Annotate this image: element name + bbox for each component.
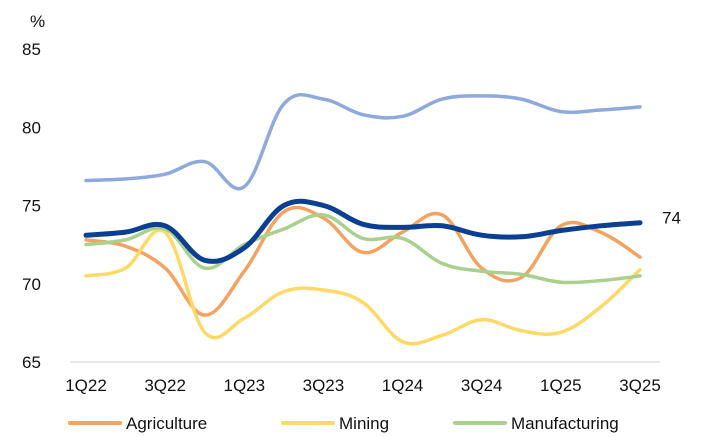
end-value-label: 74	[662, 209, 681, 228]
x-tick-label: 3Q25	[619, 376, 661, 395]
series-dark-blue-line	[83, 198, 643, 264]
y-axis-ticks: 65 70 75 80 85	[22, 40, 41, 372]
legend: Agriculture Mining Manufacturing	[68, 414, 619, 433]
x-tick-label: 3Q24	[461, 376, 503, 395]
x-tick-label: 1Q22	[65, 376, 107, 395]
x-tick-label: 1Q25	[540, 376, 582, 395]
y-tick-label: 80	[22, 118, 41, 137]
series-light-blue-line	[84, 93, 642, 191]
series-layer	[83, 93, 643, 346]
y-tick-label: 75	[22, 197, 41, 216]
x-tick-label: 3Q22	[144, 376, 186, 395]
y-axis-unit-label: %	[30, 12, 45, 31]
series-mining-line	[84, 228, 642, 346]
legend-label: Mining	[339, 414, 389, 433]
x-tick-label: 1Q24	[382, 376, 424, 395]
legend-label: Agriculture	[126, 414, 207, 433]
x-axis-ticks: 1Q22 3Q22 1Q23 3Q23 1Q24 3Q24 1Q25 3Q25	[65, 376, 661, 395]
annotation-layer: 74	[662, 209, 681, 228]
x-tick-label: 1Q23	[223, 376, 265, 395]
x-tick-label: 3Q23	[303, 376, 345, 395]
legend-label: Manufacturing	[511, 414, 619, 433]
y-tick-label: 70	[22, 275, 41, 294]
series-agriculture-line	[84, 205, 642, 317]
y-tick-label: 65	[22, 353, 41, 372]
series-manufacturing-line	[84, 213, 642, 285]
y-tick-label: 85	[22, 40, 41, 59]
